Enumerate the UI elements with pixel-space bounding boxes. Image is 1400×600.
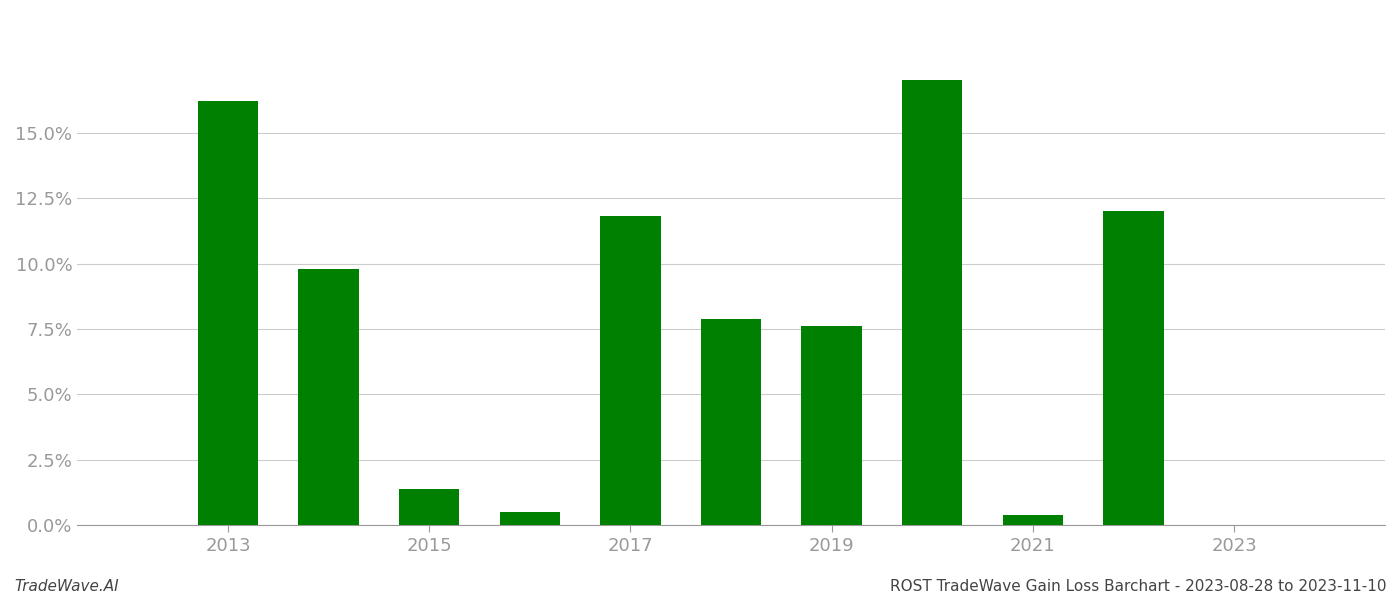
Bar — [500, 512, 560, 525]
Bar — [902, 80, 962, 525]
Bar — [1103, 211, 1163, 525]
Bar — [197, 101, 258, 525]
Bar — [801, 326, 862, 525]
Text: ROST TradeWave Gain Loss Barchart - 2023-08-28 to 2023-11-10: ROST TradeWave Gain Loss Barchart - 2023… — [889, 579, 1386, 594]
Bar — [601, 217, 661, 525]
Bar — [298, 269, 358, 525]
Text: TradeWave.AI: TradeWave.AI — [14, 579, 119, 594]
Bar — [701, 319, 762, 525]
Bar — [399, 488, 459, 525]
Bar — [1002, 515, 1063, 525]
